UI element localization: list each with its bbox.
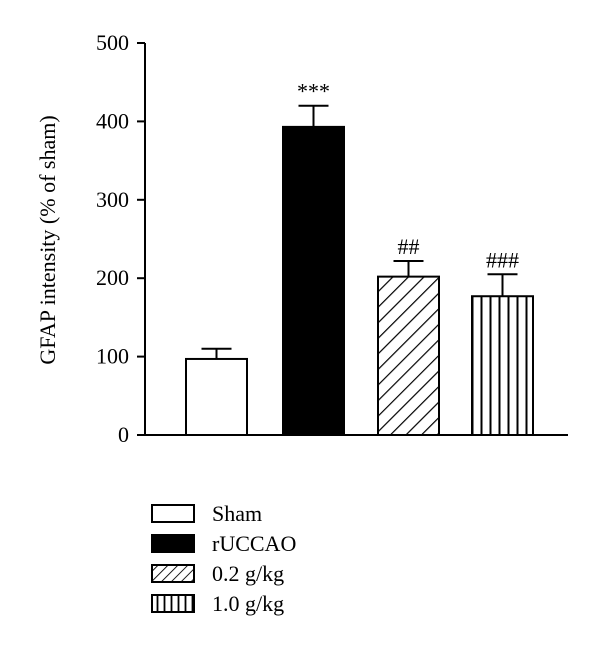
significance-label: ***	[297, 79, 330, 104]
bar	[282, 125, 345, 436]
legend-label: 1.0 g/kg	[212, 591, 284, 616]
legend-label: 0.2 g/kg	[212, 561, 284, 586]
legend-label: Sham	[212, 501, 262, 526]
bars: ***#####	[185, 79, 534, 436]
legend-swatch	[151, 504, 195, 523]
legend-swatch	[151, 564, 195, 583]
significance-label: ###	[486, 247, 519, 272]
legend-swatch	[151, 534, 195, 553]
bar	[377, 275, 440, 436]
significance-label: ##	[398, 234, 420, 259]
y-tick-label: 200	[96, 265, 129, 290]
y-tick-label: 100	[96, 344, 129, 369]
y-tick-label: 0	[118, 422, 129, 447]
y-ticks: 0 100 200 300 400 500	[96, 30, 145, 447]
legend: Sham rUCCAO 0.2 g/kg 1.0 g/kg	[151, 501, 296, 616]
y-tick-label: 500	[96, 30, 129, 55]
y-tick-label: 400	[96, 108, 129, 133]
legend-swatch	[151, 594, 195, 613]
bar	[185, 357, 248, 436]
legend-label: rUCCAO	[212, 531, 296, 556]
bar	[471, 295, 534, 436]
y-tick-label: 300	[96, 187, 129, 212]
y-axis-title: GFAP intensity (% of sham)	[35, 115, 60, 364]
